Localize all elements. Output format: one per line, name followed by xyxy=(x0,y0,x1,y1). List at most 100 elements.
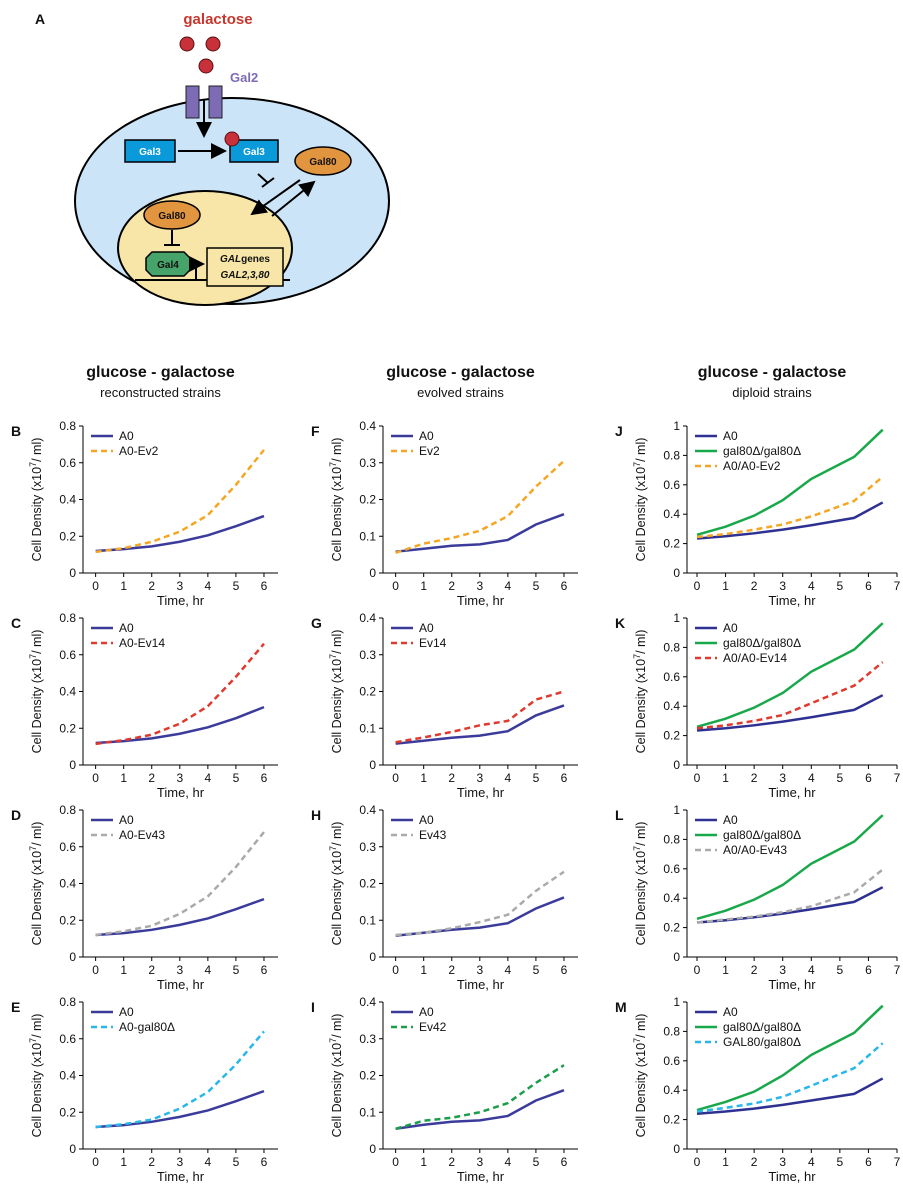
legend-label: A0/A0-Ev2 xyxy=(723,459,781,473)
y-tick-label: 0.1 xyxy=(359,721,376,735)
legend-label: A0-Ev43 xyxy=(119,828,165,842)
legend-label: A0-Ev2 xyxy=(119,444,159,458)
y-tick-label: 0.2 xyxy=(663,537,680,551)
y-axis-label-part: Cell Density (x10 xyxy=(330,851,344,946)
y-tick-label: 0.6 xyxy=(663,670,680,684)
panel-label: C xyxy=(11,615,21,631)
y-tick-label: 0 xyxy=(369,566,376,580)
x-tick-label: 6 xyxy=(261,963,268,977)
panel-label: E xyxy=(11,999,20,1015)
y-tick-label: 0.8 xyxy=(663,832,680,846)
y-axis-label-part: / ml) xyxy=(30,1014,44,1038)
y-axis-label: Cell Density (x107/ ml) xyxy=(328,438,344,562)
y-axis-label-part: Cell Density (x10 xyxy=(634,659,648,754)
y-tick-label: 0.2 xyxy=(359,685,376,699)
x-tick-label: 3 xyxy=(779,771,786,785)
y-tick-label: 0.2 xyxy=(663,729,680,743)
x-tick-label: 1 xyxy=(420,1155,427,1169)
x-tick-label: 0 xyxy=(392,1155,399,1169)
y-tick-label: 0 xyxy=(69,566,76,580)
column-title: glucose - galactose xyxy=(698,364,847,381)
y-tick-label: 1 xyxy=(673,419,680,433)
x-tick-label: 4 xyxy=(205,963,212,977)
panel-label: I xyxy=(311,999,315,1015)
y-axis-label-part: Cell Density (x10 xyxy=(30,467,44,562)
gal4-label: Gal4 xyxy=(157,260,179,271)
y-axis-label: Cell Density (x107/ ml) xyxy=(328,1014,344,1138)
x-tick-label: 4 xyxy=(808,963,815,977)
x-tick-label: 1 xyxy=(120,771,127,785)
y-tick-label: 0.2 xyxy=(359,877,376,891)
panel-label: K xyxy=(615,615,625,631)
y-tick-label: 0.6 xyxy=(59,840,76,854)
y-axis-label-part: / ml) xyxy=(634,822,648,846)
x-tick-label: 6 xyxy=(561,579,568,593)
x-tick-label: 4 xyxy=(205,771,212,785)
y-tick-label: 0.4 xyxy=(359,803,376,817)
y-tick-label: 0.1 xyxy=(359,1105,376,1119)
gal80-label: Gal80 xyxy=(309,157,337,168)
y-axis-label: Cell Density (x107/ ml) xyxy=(632,630,648,754)
x-axis-label: Time, hr xyxy=(457,1169,505,1184)
series-line xyxy=(96,516,264,551)
x-tick-label: 0 xyxy=(392,771,399,785)
x-tick-label: 6 xyxy=(261,579,268,593)
x-tick-label: 2 xyxy=(448,1155,455,1169)
series-line xyxy=(96,1031,264,1127)
genes-label-part: genes xyxy=(241,254,270,265)
series-line xyxy=(697,870,883,923)
x-tick-label: 5 xyxy=(533,963,540,977)
y-axis-label-part: Cell Density (x10 xyxy=(634,851,648,946)
y-axis-label-part: Cell Density (x10 xyxy=(330,1043,344,1138)
y-axis-label-part: / ml) xyxy=(30,630,44,654)
y-tick-label: 0.6 xyxy=(59,1032,76,1046)
x-axis-label: Time, hr xyxy=(157,593,205,608)
x-axis-label: Time, hr xyxy=(457,593,505,608)
y-tick-label: 1 xyxy=(673,995,680,1009)
galactose-molecule xyxy=(180,37,194,51)
series-line xyxy=(96,899,264,935)
x-tick-label: 3 xyxy=(779,1155,786,1169)
series-line xyxy=(396,897,564,935)
x-tick-label: 5 xyxy=(233,771,240,785)
y-tick-label: 0 xyxy=(69,1142,76,1156)
x-tick-label: 3 xyxy=(176,963,183,977)
x-tick-label: 5 xyxy=(837,1155,844,1169)
y-tick-label: 0.3 xyxy=(359,456,376,470)
x-tick-label: 5 xyxy=(233,963,240,977)
y-tick-label: 0 xyxy=(673,950,680,964)
series-line xyxy=(396,514,564,551)
x-tick-label: 0 xyxy=(92,963,99,977)
y-tick-label: 0 xyxy=(369,758,376,772)
x-tick-label: 1 xyxy=(722,963,729,977)
galactose-molecule xyxy=(199,59,213,73)
x-tick-label: 2 xyxy=(448,963,455,977)
gal3-label: Gal3 xyxy=(139,147,161,158)
y-tick-label: 0.3 xyxy=(359,648,376,662)
y-tick-label: 0.6 xyxy=(663,1054,680,1068)
y-tick-label: 0.8 xyxy=(59,995,76,1009)
y-tick-label: 0.2 xyxy=(359,493,376,507)
x-tick-label: 3 xyxy=(176,579,183,593)
y-tick-label: 0.2 xyxy=(663,1113,680,1127)
legend-label: A0 xyxy=(119,1005,134,1019)
y-axis-label-part: / ml) xyxy=(634,630,648,654)
y-tick-label: 0.1 xyxy=(359,913,376,927)
x-tick-label: 2 xyxy=(751,963,758,977)
x-tick-label: 0 xyxy=(694,963,701,977)
y-tick-label: 0.4 xyxy=(663,507,680,521)
y-tick-label: 0.8 xyxy=(663,448,680,462)
y-tick-label: 0 xyxy=(369,950,376,964)
series-line xyxy=(96,707,264,743)
x-tick-label: 7 xyxy=(894,771,901,785)
x-tick-label: 5 xyxy=(233,1155,240,1169)
legend-label: A0 xyxy=(723,621,738,635)
y-axis-label-part: Cell Density (x10 xyxy=(330,659,344,754)
x-tick-label: 4 xyxy=(505,963,512,977)
y-tick-label: 0.2 xyxy=(359,1069,376,1083)
pathway-diagram: A galactose Gal2 Gal3 Gal3 Gal80 Gal80 G… xyxy=(35,11,389,305)
x-tick-label: 3 xyxy=(779,579,786,593)
legend-label: A0 xyxy=(723,813,738,827)
x-tick-label: 3 xyxy=(476,579,483,593)
y-axis-label-part: / ml) xyxy=(330,822,344,846)
